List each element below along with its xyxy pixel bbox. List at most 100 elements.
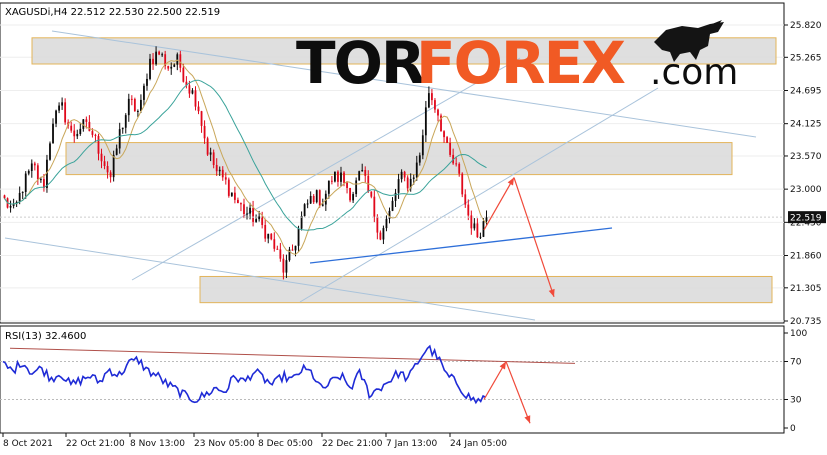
rsi-tick-label: 0 xyxy=(790,424,796,434)
candle-body xyxy=(443,131,445,138)
candle-body xyxy=(276,248,279,250)
candle-body xyxy=(70,125,73,131)
candle-body xyxy=(76,133,79,137)
candle-body xyxy=(52,123,54,144)
candle-body xyxy=(388,210,391,219)
rsi-title: RSI(13) 32.4600 xyxy=(5,331,86,342)
candle-body xyxy=(212,152,215,165)
candle-body xyxy=(285,260,288,273)
candle-body xyxy=(191,90,194,94)
y-tick-label: 23.000 xyxy=(790,185,822,195)
candle-body xyxy=(306,203,309,205)
candle-body xyxy=(403,171,406,178)
candle-body xyxy=(155,51,157,65)
candle-body xyxy=(233,192,236,200)
candle-body xyxy=(188,85,191,94)
candle-body xyxy=(12,203,15,206)
candle-body xyxy=(434,100,436,110)
candle-body xyxy=(255,219,258,222)
candle-body xyxy=(146,78,148,86)
candle-body xyxy=(173,64,176,67)
x-tick-label: 22 Oct 21:00 xyxy=(66,439,125,449)
candle-body xyxy=(79,128,82,134)
candle-body xyxy=(327,180,330,194)
x-tick-label: 24 Jan 05:00 xyxy=(450,439,507,449)
x-tick-label: 8 Nov 13:00 xyxy=(130,439,185,449)
candle-body xyxy=(485,217,488,222)
candle-body xyxy=(355,180,358,195)
candle-body xyxy=(55,110,57,124)
candle-body xyxy=(424,107,427,136)
candle-body xyxy=(373,196,376,217)
candle-body xyxy=(49,143,51,160)
candle-body xyxy=(343,172,345,183)
candle-body xyxy=(133,99,136,112)
arrow-head xyxy=(499,361,506,370)
candle-body xyxy=(470,215,473,229)
candle-body xyxy=(200,111,203,126)
candle-body xyxy=(261,216,264,225)
candle-body xyxy=(73,130,76,137)
candle-body xyxy=(124,115,127,128)
candle-body xyxy=(303,204,306,216)
candle-body xyxy=(167,66,170,69)
forecast-arrow xyxy=(505,361,531,424)
candle-body xyxy=(258,216,261,220)
candle-body xyxy=(479,236,482,238)
candle-body xyxy=(221,169,224,178)
rsi-forecast-arrows xyxy=(483,361,531,424)
candle-body xyxy=(115,148,118,155)
y-tick-label: 25.820 xyxy=(790,21,822,31)
trend-channel-lines xyxy=(4,30,757,321)
candle-body xyxy=(209,152,212,155)
candle-body xyxy=(379,232,382,240)
y-tick-label: 23.570 xyxy=(790,152,822,162)
candle-body xyxy=(461,173,464,195)
candle-body xyxy=(46,159,48,189)
y-tick-label: 21.305 xyxy=(790,284,822,294)
candle-body xyxy=(394,192,397,201)
candle-body xyxy=(27,170,30,174)
channel-line xyxy=(131,57,521,281)
candle-body xyxy=(246,213,248,215)
candle-body xyxy=(409,178,412,189)
candle-body xyxy=(370,191,373,197)
candle-body xyxy=(385,218,388,229)
bull-icon xyxy=(654,20,724,62)
support-trendline xyxy=(309,227,613,264)
candle-body xyxy=(185,81,188,86)
candle-body xyxy=(270,233,273,240)
candle-body xyxy=(264,224,267,239)
candle-body xyxy=(136,110,139,112)
rsi-series-line xyxy=(2,344,486,405)
candle-body xyxy=(85,119,88,122)
candle-body xyxy=(288,249,291,261)
candle-body xyxy=(273,239,276,249)
candle-body xyxy=(88,121,91,132)
candle-body xyxy=(30,163,33,171)
candle-body xyxy=(206,138,209,155)
forecast-arrow xyxy=(513,177,555,298)
rsi-tick-label: 30 xyxy=(790,396,802,406)
candle-body xyxy=(400,171,403,180)
candle-body xyxy=(164,54,167,67)
arrow-head xyxy=(524,415,531,424)
candle-body xyxy=(391,200,394,211)
candle-body xyxy=(458,163,461,174)
arrow-head xyxy=(507,177,514,186)
candle-body xyxy=(431,93,433,101)
logo-text-com: .com xyxy=(650,52,738,93)
candle-body xyxy=(282,258,285,273)
x-tick-label: 8 Oct 2021 xyxy=(3,439,53,449)
candle-body xyxy=(182,67,185,82)
y-tick-label: 24.125 xyxy=(790,120,822,130)
rsi-tick-label: 70 xyxy=(790,358,802,368)
support-line xyxy=(309,227,613,264)
candle-body xyxy=(349,187,351,201)
candle-body xyxy=(64,102,67,123)
candle-body xyxy=(21,191,24,193)
candle-body xyxy=(252,207,254,222)
candle-body xyxy=(179,54,182,68)
candle-body xyxy=(194,90,197,107)
